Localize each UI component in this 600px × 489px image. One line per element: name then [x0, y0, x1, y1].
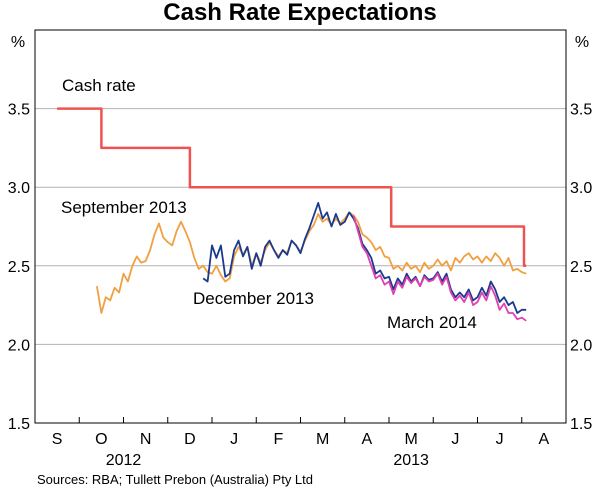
- y-axis-right-unit: %: [575, 34, 589, 51]
- x-tick-label-0: S: [52, 431, 63, 448]
- series-line-cash-rate: [57, 107, 527, 268]
- y-tick-right-3.5: 3.5: [570, 102, 592, 119]
- x-tick-label-10: J: [496, 431, 504, 448]
- y-tick-left-3.5: 3.5: [8, 102, 30, 119]
- y-tick-left-3.0: 3.0: [8, 180, 30, 197]
- x-tick-label-4: J: [230, 431, 238, 448]
- x-year-2012: 2012: [106, 452, 142, 469]
- y-tick-left-2.0: 2.0: [8, 337, 30, 354]
- y-axis-left-unit: %: [11, 34, 25, 51]
- y-tick-right-1.5: 1.5: [570, 416, 592, 433]
- label-cash-rate: Cash rate: [62, 76, 136, 95]
- chart-title: Cash Rate Expectations: [163, 0, 436, 26]
- y-tick-right-3.0: 3.0: [570, 180, 592, 197]
- label-december-2013: December 2013: [193, 289, 314, 308]
- label-march-2014: March 2014: [387, 313, 477, 332]
- x-tick-label-5: F: [273, 431, 283, 448]
- source-note: Sources: RBA; Tullett Prebon (Australia)…: [37, 472, 313, 487]
- x-tick-label-7: A: [362, 431, 373, 448]
- y-tick-right-2.0: 2.0: [570, 337, 592, 354]
- x-year-2013: 2013: [393, 452, 429, 469]
- x-tick-label-3: D: [184, 431, 196, 448]
- x-tick-label-2: N: [140, 431, 152, 448]
- y-tick-right-2.5: 2.5: [570, 259, 592, 276]
- x-tick-label-9: J: [451, 431, 459, 448]
- x-tick-label-6: M: [316, 431, 329, 448]
- plot-area: 1.5 1.5 2.0 2.0 2.5 2.5 3.0 3.0 3.5 3.5 S O N D J F M A M J…: [8, 29, 592, 469]
- x-tick-label-11: A: [539, 431, 550, 448]
- series-line-march-2014: [352, 215, 527, 322]
- x-tick-label-1: O: [95, 431, 107, 448]
- y-tick-left-2.5: 2.5: [8, 259, 30, 276]
- series-line-december-2013: [202, 202, 527, 314]
- y-tick-left-1.5: 1.5: [8, 416, 30, 433]
- label-september-2013: September 2013: [61, 198, 187, 217]
- x-tick-label-8: M: [404, 431, 417, 448]
- series-line-september-2013: [96, 211, 527, 314]
